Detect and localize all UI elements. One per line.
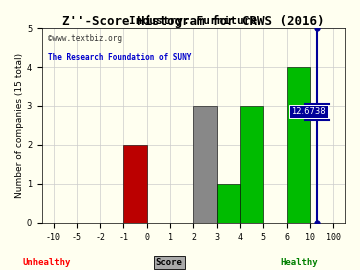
Text: The Research Foundation of SUNY: The Research Foundation of SUNY (48, 53, 191, 62)
Bar (217, 184, 240, 223)
Text: Unhealthy: Unhealthy (23, 258, 71, 267)
Text: Healthy: Healthy (280, 258, 318, 267)
Bar (193, 106, 217, 223)
Bar (240, 106, 264, 223)
Text: 12.6738: 12.6738 (292, 107, 326, 116)
Text: Industry: Furniture: Industry: Furniture (129, 16, 257, 26)
Text: Score: Score (156, 258, 183, 267)
Bar (123, 145, 147, 223)
Y-axis label: Number of companies (15 total): Number of companies (15 total) (15, 53, 24, 198)
Title: Z''-Score Histogram for CRWS (2016): Z''-Score Histogram for CRWS (2016) (62, 15, 325, 28)
Bar (287, 67, 310, 223)
Text: ©www.textbiz.org: ©www.textbiz.org (48, 34, 122, 43)
